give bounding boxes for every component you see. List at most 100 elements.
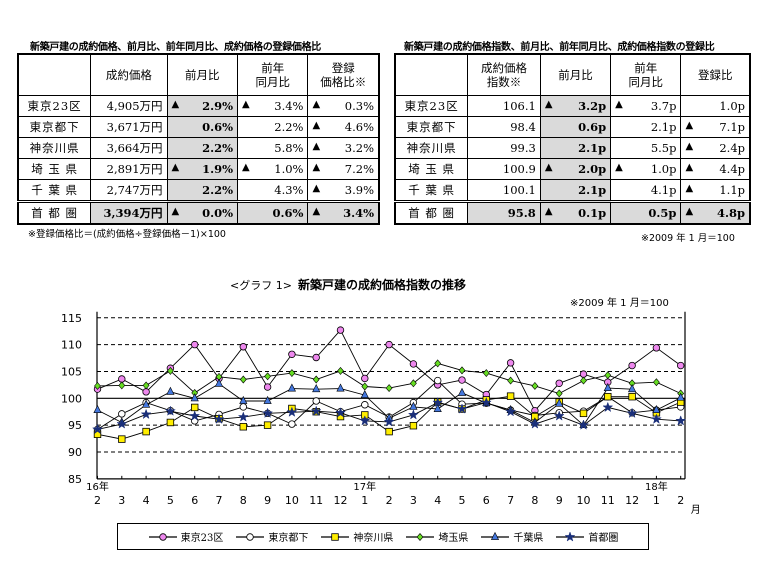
year-label: 17年 bbox=[353, 480, 376, 493]
reg-cell: ▲ 7.1p bbox=[680, 116, 751, 138]
square-marker bbox=[409, 421, 418, 430]
diamond-marker bbox=[555, 389, 563, 398]
legend-item: 東京23区 bbox=[148, 529, 223, 544]
legend-item: 埼玉県 bbox=[405, 529, 468, 544]
circle-marker bbox=[361, 374, 369, 383]
negative-triangle-icon: ▲ bbox=[312, 162, 321, 173]
diamond-marker bbox=[264, 372, 271, 381]
row-label: 神奈川県 bbox=[17, 137, 92, 159]
x-tick-label: 3 bbox=[118, 494, 125, 507]
negative-triangle-icon: ▲ bbox=[242, 162, 250, 173]
negative-triangle-icon: ▲ bbox=[544, 162, 553, 173]
legend-item: 首都圏 bbox=[555, 529, 618, 544]
mom-cell: ▲ 1.9% bbox=[166, 158, 239, 180]
chart-base-note: ※2009 年 1 月＝100 bbox=[570, 298, 669, 309]
row-label: 千 葉 県 bbox=[17, 179, 92, 202]
row-label: 首 都 圏 bbox=[394, 200, 469, 225]
mom-cell: 0.6% bbox=[166, 116, 239, 138]
diamond-marker bbox=[458, 366, 466, 375]
row-label: 首 都 圏 bbox=[17, 200, 92, 225]
circle-marker bbox=[239, 343, 247, 351]
mom-cell: 2.1p bbox=[539, 179, 612, 202]
circle-marker bbox=[118, 410, 126, 418]
star-marker bbox=[456, 403, 468, 414]
triangle-marker bbox=[628, 384, 637, 393]
reg-cell: ▲ 3.4% bbox=[307, 200, 380, 225]
diamond-marker bbox=[604, 371, 612, 380]
star-marker bbox=[310, 405, 322, 416]
circle-marker bbox=[555, 379, 563, 387]
star-marker bbox=[650, 413, 662, 424]
diamond-icon bbox=[406, 532, 435, 541]
column-header: 成約価格 bbox=[90, 53, 168, 96]
x-axis-unit: 月 bbox=[691, 504, 701, 516]
triangle-marker bbox=[190, 393, 199, 402]
legend-label: 埼玉県 bbox=[438, 533, 469, 544]
x-tick-label: 12 bbox=[625, 494, 639, 507]
diamond-marker bbox=[142, 381, 150, 390]
circle-marker bbox=[434, 376, 442, 385]
diamond-marker bbox=[416, 532, 424, 541]
x-tick-label: 12 bbox=[334, 494, 348, 507]
circle-icon bbox=[148, 532, 177, 541]
open-circle-icon bbox=[236, 532, 265, 541]
row-label: 埼 玉 県 bbox=[394, 158, 469, 180]
x-tick-label: 10 bbox=[285, 494, 299, 507]
value-cell: 100.1 bbox=[467, 179, 541, 202]
value-cell: 3,394万円 bbox=[90, 200, 168, 225]
star-marker bbox=[359, 415, 371, 426]
triangle-marker bbox=[457, 387, 467, 396]
y-tick-label: 110 bbox=[61, 339, 82, 352]
table-row: 千 葉 県 2,747万円 2.2% 4.3% ▲ 3.9% bbox=[17, 179, 380, 202]
triangle-marker bbox=[555, 398, 564, 407]
circle-marker bbox=[628, 361, 636, 370]
star-marker bbox=[553, 410, 565, 421]
circle-marker bbox=[361, 401, 369, 409]
diamond-marker bbox=[288, 369, 296, 378]
value-cell: 2,747万円 bbox=[90, 179, 168, 202]
x-tick-label: 5 bbox=[459, 494, 466, 507]
yoy-cell: 0.5p bbox=[610, 200, 682, 225]
circle-marker bbox=[652, 344, 661, 352]
x-tick-label: 11 bbox=[601, 494, 615, 507]
chart-label: <グラフ 1> bbox=[230, 279, 292, 292]
x-tick-label: 6 bbox=[191, 494, 198, 507]
circle-marker bbox=[158, 532, 167, 541]
star-marker bbox=[286, 406, 298, 417]
diamond-marker bbox=[239, 375, 247, 384]
index-table: 成約価格 指数※ 前月比 前年 同月比 登録比 東京23区 106.1 ▲ 3.2p ▲ 3.7p… bbox=[394, 53, 751, 225]
diamond-marker bbox=[167, 366, 174, 375]
circle-marker bbox=[246, 532, 255, 541]
y-tick-label: 115 bbox=[61, 312, 82, 325]
mom-cell: 2.1p bbox=[539, 137, 612, 159]
reg-cell: ▲ 0.3% bbox=[307, 95, 380, 117]
row-label: 東京23区 bbox=[394, 95, 469, 117]
table-row: 神奈川県 3,664万円 2.2% 5.8% ▲ 3.2% bbox=[17, 137, 380, 159]
diamond-marker bbox=[507, 376, 514, 385]
square-marker bbox=[142, 427, 150, 436]
diamond-marker bbox=[118, 381, 126, 390]
x-tick-label: 9 bbox=[556, 494, 563, 507]
square-marker bbox=[239, 423, 247, 431]
negative-triangle-icon: ▲ bbox=[171, 99, 180, 110]
star-marker bbox=[407, 409, 419, 420]
star-marker bbox=[602, 401, 614, 413]
triangle-marker bbox=[312, 384, 321, 393]
value-cell: 95.8 bbox=[467, 200, 541, 225]
mom-cell: ▲ 0.0% bbox=[166, 200, 239, 225]
negative-triangle-icon: ▲ bbox=[685, 183, 694, 194]
star-marker bbox=[432, 396, 444, 408]
reg-cell: ▲ 4.8p bbox=[680, 200, 751, 225]
square-icon bbox=[321, 532, 350, 541]
row-label: 東京23区 bbox=[17, 95, 92, 117]
negative-triangle-icon: ▲ bbox=[615, 162, 623, 173]
diamond-marker bbox=[337, 366, 344, 375]
circle-marker bbox=[458, 376, 466, 384]
diamond-marker bbox=[385, 384, 393, 393]
negative-triangle-icon: ▲ bbox=[685, 120, 694, 131]
y-tick-label: 85 bbox=[68, 473, 82, 486]
negative-triangle-icon: ▲ bbox=[242, 99, 250, 110]
triangle-marker bbox=[491, 531, 500, 540]
circle-marker bbox=[312, 353, 320, 362]
